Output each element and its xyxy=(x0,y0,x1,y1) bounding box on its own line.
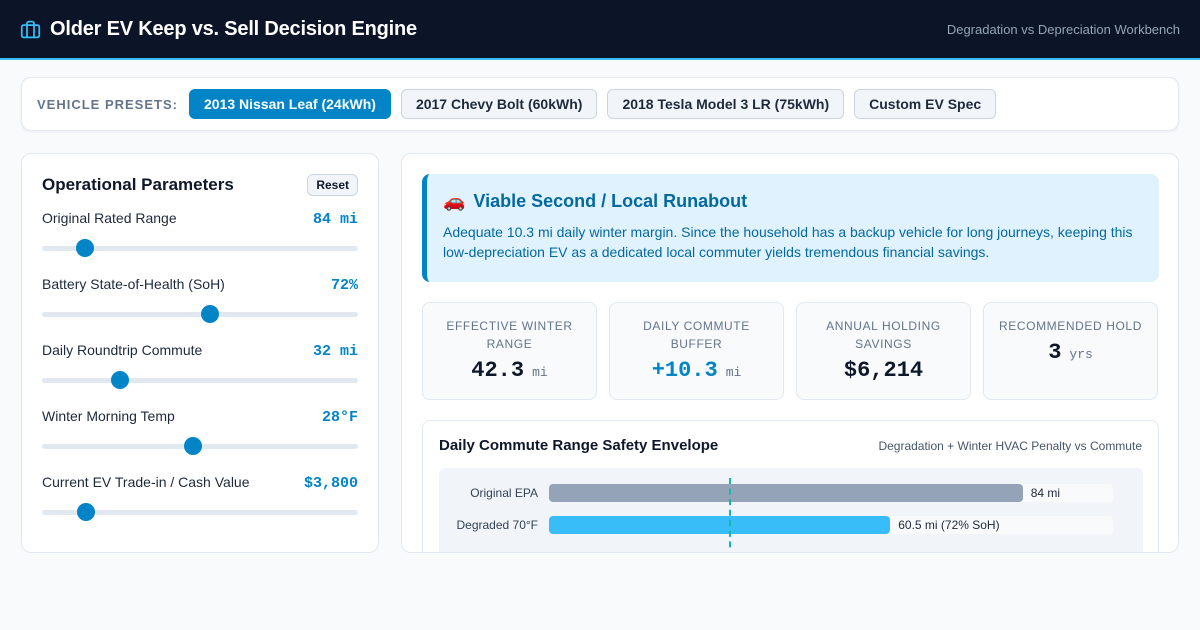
app-title: Older EV Keep vs. Sell Decision Engine xyxy=(50,17,417,40)
panel-title: Operational Parameters xyxy=(42,175,234,194)
slider-track[interactable] xyxy=(42,510,358,515)
slider-thumb[interactable] xyxy=(201,305,220,323)
kpi-label: Recommended Hold xyxy=(999,319,1142,333)
chart-bar xyxy=(549,516,891,534)
chart-bar-row: Original EPA 84 mi xyxy=(439,484,1143,502)
operational-parameters-panel: Operational Parameters Reset Original Ra… xyxy=(21,153,379,553)
kpi-unit: yrs xyxy=(1069,347,1093,362)
slider-track[interactable] xyxy=(42,312,358,317)
preset-tesla-model3-button[interactable]: 2018 Tesla Model 3 LR (75kWh) xyxy=(607,89,845,119)
slider-thumb[interactable] xyxy=(76,503,95,521)
param-trade-in-value: Current EV Trade-in / Cash Value $3,800 xyxy=(42,474,358,526)
param-value: 84 mi xyxy=(312,211,358,228)
original-range-slider[interactable] xyxy=(42,232,358,262)
kpi-label: Daily Commute Buffer xyxy=(643,319,750,351)
kpi-recommended-hold: Recommended Hold 3 yrs xyxy=(983,302,1158,400)
kpi-unit: mi xyxy=(532,365,548,380)
car-icon: 🚗 xyxy=(443,191,466,211)
battery-soh-slider[interactable] xyxy=(42,298,358,328)
kpi-effective-winter-range: Effective Winter Range 42.3 mi xyxy=(422,302,597,400)
kpi-daily-commute-buffer: Daily Commute Buffer +10.3 mi xyxy=(609,302,784,400)
param-value: 72% xyxy=(330,277,358,294)
param-label: Current EV Trade-in / Cash Value xyxy=(42,474,250,490)
param-label: Original Rated Range xyxy=(42,210,177,226)
brand: Older EV Keep vs. Sell Decision Engine xyxy=(20,18,417,41)
slider-thumb[interactable] xyxy=(75,239,94,257)
results-panel: 🚗 Viable Second / Local Runabout Adequat… xyxy=(401,153,1179,553)
daily-commute-slider[interactable] xyxy=(42,364,358,394)
bar-track xyxy=(549,484,1113,502)
bar-value-label: 60.5 mi (72% SoH) xyxy=(898,518,1000,532)
kpi-value: $6,214 xyxy=(843,358,924,383)
preset-custom-ev-button[interactable]: Custom EV Spec xyxy=(854,89,997,119)
briefcase-icon xyxy=(20,19,41,40)
kpi-value: +10.3 xyxy=(651,358,718,383)
param-value: $3,800 xyxy=(303,475,358,492)
slider-track[interactable] xyxy=(42,246,358,251)
verdict-title: Viable Second / Local Runabout xyxy=(473,190,748,211)
chart-bar-row: Degraded 70°F 60.5 mi (72% SoH) xyxy=(439,516,1143,534)
kpi-annual-holding-savings: Annual Holding Savings $6,214 xyxy=(796,302,971,400)
bar-value-label: 84 mi xyxy=(1030,486,1061,500)
kpi-value: 42.3 xyxy=(471,358,525,383)
commute-distance-marker xyxy=(729,478,732,552)
slider-thumb[interactable] xyxy=(111,371,130,389)
param-label: Daily Roundtrip Commute xyxy=(42,342,203,358)
preset-chevy-bolt-button[interactable]: 2017 Chevy Bolt (60kWh) xyxy=(400,89,598,119)
header-bar: Older EV Keep vs. Sell Decision Engine D… xyxy=(0,0,1200,60)
param-battery-soh: Battery State-of-Health (SoH) 72% xyxy=(42,276,358,328)
bar-category-label: Degraded 70°F xyxy=(456,518,538,532)
kpi-label: Annual Holding Savings xyxy=(826,319,941,351)
chart-title: Daily Commute Range Safety Envelope xyxy=(439,437,719,454)
kpi-label: Effective Winter Range xyxy=(446,319,573,351)
app-subtitle: Degradation vs Depreciation Workbench xyxy=(946,21,1180,37)
param-original-range: Original Rated Range 84 mi xyxy=(42,210,358,262)
bar-category-label: Original EPA xyxy=(470,486,538,500)
trade-in-value-slider[interactable] xyxy=(42,496,358,526)
kpi-value: 3 xyxy=(1048,340,1062,365)
param-daily-commute: Daily Roundtrip Commute 32 mi xyxy=(42,342,358,394)
slider-thumb[interactable] xyxy=(184,437,203,455)
verdict-callout: 🚗 Viable Second / Local Runabout Adequat… xyxy=(422,174,1159,282)
verdict-text: Adequate 10.3 mi daily winter margin. Si… xyxy=(443,224,1133,260)
presets-label: VEHICLE PRESETS: xyxy=(37,96,178,112)
param-winter-temp: Winter Morning Temp 28°F xyxy=(42,408,358,460)
param-label: Winter Morning Temp xyxy=(42,408,175,424)
kpi-unit: mi xyxy=(725,365,742,380)
chart-plot-area: Original EPA 84 mi Degraded 70°F 60.5 mi (7… xyxy=(439,468,1143,552)
param-value: 28°F xyxy=(321,409,358,426)
reset-button[interactable]: Reset xyxy=(307,174,358,196)
chart-bar xyxy=(549,484,1023,502)
slider-track[interactable] xyxy=(42,378,358,383)
param-value: 32 mi xyxy=(312,343,358,360)
winter-temp-slider[interactable] xyxy=(42,430,358,460)
param-label: Battery State-of-Health (SoH) xyxy=(42,276,225,292)
kpi-row: Effective Winter Range 42.3 mi Daily Comm… xyxy=(422,302,1158,400)
chart-subtitle: Degradation + Winter HVAC Penalty vs Com… xyxy=(878,438,1142,453)
preset-nissan-leaf-button[interactable]: 2013 Nissan Leaf (24kWh) xyxy=(188,89,391,119)
vehicle-presets-bar: VEHICLE PRESETS: 2013 Nissan Leaf (24kWh… xyxy=(21,77,1179,131)
bar-track xyxy=(549,516,1113,534)
range-envelope-chart: Daily Commute Range Safety Envelope Degr… xyxy=(422,420,1159,552)
